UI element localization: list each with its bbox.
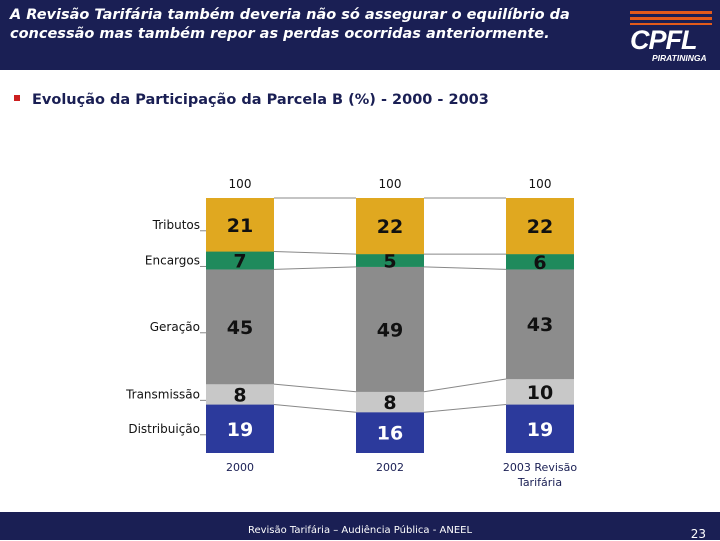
data-label: 45 — [227, 317, 253, 339]
slide-title: A Revisão Tarifária também deveria não s… — [10, 7, 570, 42]
connector-line — [273, 266, 357, 270]
bar-segment — [356, 266, 424, 392]
legend-label: Tributos — [152, 218, 200, 232]
section-title: Evolução da Participação da Parcela B (%… — [14, 92, 489, 108]
bar-segment — [506, 254, 574, 270]
data-label: 6 — [533, 252, 546, 274]
bar-segment — [506, 404, 574, 453]
bar-segment — [356, 412, 424, 453]
data-label: 21 — [227, 215, 253, 237]
bar-segment — [506, 269, 574, 380]
bar-segment — [506, 198, 574, 255]
bar-segment — [356, 198, 424, 255]
bar-segment — [356, 391, 424, 413]
header-bar: A Revisão Tarifária também deveria não s… — [0, 0, 720, 70]
bar-segment — [506, 379, 574, 405]
legend-label: Transmissão — [125, 387, 200, 401]
data-label: 19 — [527, 419, 553, 441]
connector-line — [273, 383, 357, 393]
data-label: 8 — [383, 392, 396, 414]
logo-stripes — [630, 11, 712, 25]
footer-text: Revisão Tarifária – Audiência Pública - … — [247, 525, 473, 536]
bar-segment — [206, 269, 274, 385]
logo-subtext: PIRATININGA — [652, 53, 707, 63]
data-label: 16 — [377, 423, 403, 445]
data-label: 10 — [527, 382, 553, 404]
connector-line — [273, 251, 357, 255]
data-label: 43 — [527, 314, 553, 336]
total-label: 100 — [229, 177, 252, 191]
page-number: 23 — [690, 527, 706, 541]
total-label: 100 — [529, 177, 552, 191]
total-label: 100 — [379, 177, 402, 191]
data-label: 7 — [233, 250, 246, 272]
x-tick-label: 2003 Revisão — [503, 461, 577, 474]
logo-wordmark: CPFL — [630, 25, 697, 55]
data-label: 8 — [233, 384, 246, 406]
stacked-bar-chart: 19 8 45 7 21 100 2000 16 8 49 5 22 100 2002 19 10 43 6 22 1… — [125, 177, 577, 489]
connector-line — [423, 404, 507, 413]
x-tick-label: 2000 — [226, 461, 254, 474]
data-label: 19 — [227, 419, 253, 441]
cpfl-logo: CPFL PIRATININGA — [612, 8, 716, 65]
legend-label: Geração — [150, 320, 200, 334]
bar-segment — [206, 404, 274, 453]
connector-line — [423, 378, 507, 393]
x-tick-label: 2002 — [376, 461, 404, 474]
data-label: 22 — [377, 216, 403, 238]
bullet-icon — [14, 95, 20, 101]
data-label: 22 — [527, 216, 553, 238]
connector-line — [423, 266, 507, 270]
connector-line — [273, 404, 357, 413]
bar-segment — [206, 198, 274, 252]
legend-label: Encargos — [145, 253, 200, 267]
bar-segment — [206, 251, 274, 270]
section-title-text: Evolução da Participação da Parcela B (%… — [32, 92, 489, 108]
bar-segment — [356, 254, 424, 267]
x-tick-label: Tarifária — [517, 476, 562, 489]
data-label: 5 — [383, 250, 396, 272]
footer-bar: Revisão Tarifária – Audiência Pública - … — [0, 512, 720, 541]
bar-segment — [206, 384, 274, 405]
data-label: 49 — [377, 319, 403, 341]
legend-label: Distribuição — [128, 422, 200, 436]
